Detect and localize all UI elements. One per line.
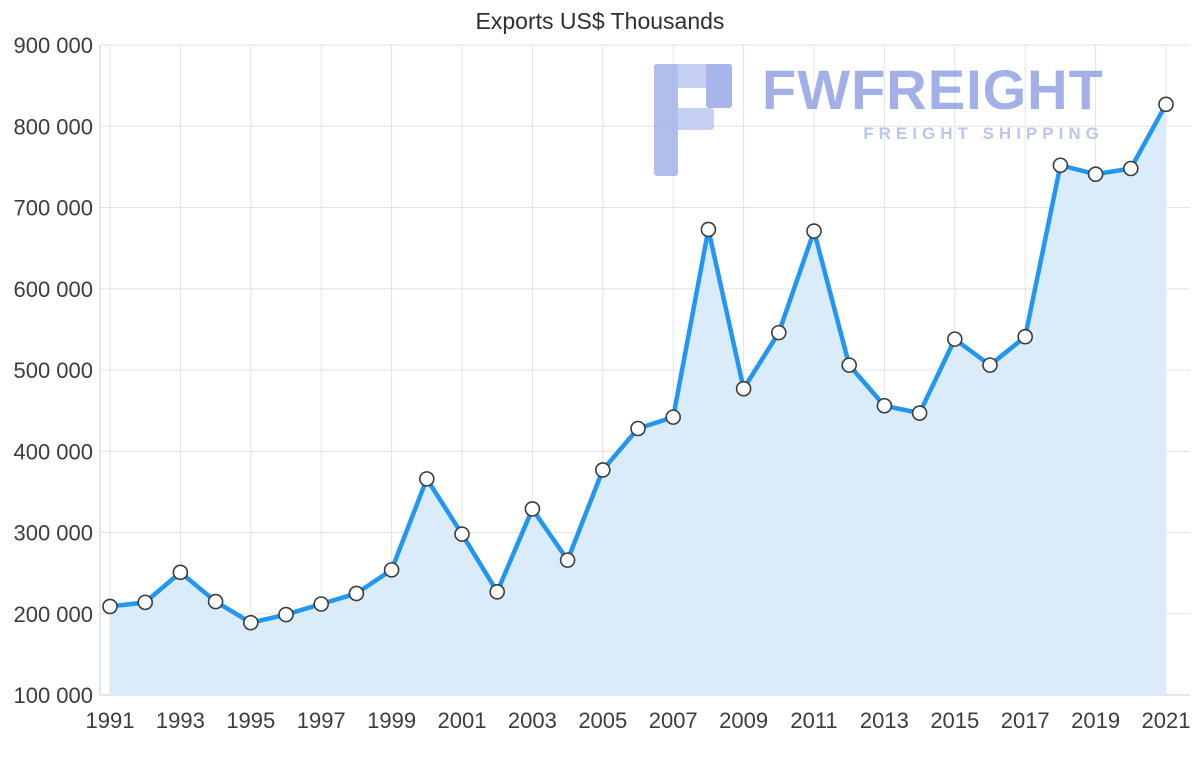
data-point[interactable] [137,594,153,611]
x-tick-label: 2021 [1142,708,1191,733]
data-point[interactable] [594,462,611,478]
data-point[interactable] [524,501,541,517]
data-point[interactable] [876,397,893,414]
x-tick-label: 1993 [156,708,205,733]
data-point[interactable] [559,552,576,568]
data-point[interactable] [806,223,822,239]
data-point[interactable] [1158,96,1174,113]
data-point[interactable] [665,409,682,425]
data-point[interactable] [982,357,998,373]
data-point[interactable] [172,564,189,581]
data-point[interactable] [1087,166,1104,182]
x-tick-label: 2011 [790,708,837,733]
y-tick-label: 800 000 [13,114,93,139]
data-point[interactable] [383,562,400,578]
x-tick-label: 2003 [508,708,557,733]
x-tick-label: 1991 [86,708,135,733]
data-point[interactable] [700,221,717,238]
x-tick-label: 2009 [719,708,768,733]
data-point[interactable] [735,380,752,397]
y-tick-label: 100 000 [13,683,93,708]
x-tick-label: 2013 [860,708,909,733]
x-tick-label: 1997 [297,708,346,733]
data-point[interactable] [1123,160,1139,177]
data-point[interactable] [1017,328,1033,345]
x-tick-label: 1999 [367,708,416,733]
y-tick-label: 700 000 [13,196,93,221]
y-tick-label: 200 000 [13,602,93,627]
x-tick-label: 2015 [930,708,979,733]
y-tick-label: 300 000 [13,521,93,546]
data-point[interactable] [911,405,928,421]
fwfreight-watermark: FWFREIGHT FREIGHT SHIPPING [650,62,1104,178]
area-fill [110,104,1166,695]
x-tick-label: 2019 [1071,708,1120,733]
data-point-markers [102,96,1174,631]
x-tick-label: 2005 [578,708,627,733]
data-point[interactable] [946,331,963,347]
data-point[interactable] [278,606,294,623]
data-point[interactable] [489,584,506,600]
x-axis-labels: 1991 1993 1995 1997 1999 2001 2003 2005 2007 2009… [86,708,1191,733]
data-point[interactable] [313,596,330,612]
data-point[interactable] [207,593,224,610]
data-point[interactable] [418,471,435,487]
watermark-text-block: FWFREIGHT FREIGHT SHIPPING [762,62,1104,144]
data-point[interactable] [454,526,470,542]
data-point[interactable] [348,585,365,602]
data-point[interactable] [841,357,858,373]
data-point[interactable] [770,324,787,341]
x-tick-label: 2007 [649,708,698,733]
fwfreight-logo-icon [654,64,732,176]
data-point[interactable] [243,614,259,631]
y-tick-label: 500 000 [13,358,93,383]
watermark-subtitle-text: FREIGHT SHIPPING [863,124,1104,143]
y-tick-label: 900 000 [13,33,93,58]
x-tick-label: 2001 [438,708,487,733]
chart-title: Exports US$ Thousands [475,8,725,34]
data-point[interactable] [1052,157,1069,174]
data-point[interactable] [630,420,646,437]
x-tick-label: 2017 [1001,708,1050,733]
y-tick-label: 400 000 [13,439,93,464]
y-tick-label: 600 000 [13,277,93,302]
x-tick-label: 1995 [226,708,275,733]
data-point[interactable] [102,598,118,615]
watermark-brand-text: FWFREIGHT [762,58,1104,121]
y-axis-labels: 100 000 200 000 300 000 400 000 500 000 600 0… [13,33,93,708]
